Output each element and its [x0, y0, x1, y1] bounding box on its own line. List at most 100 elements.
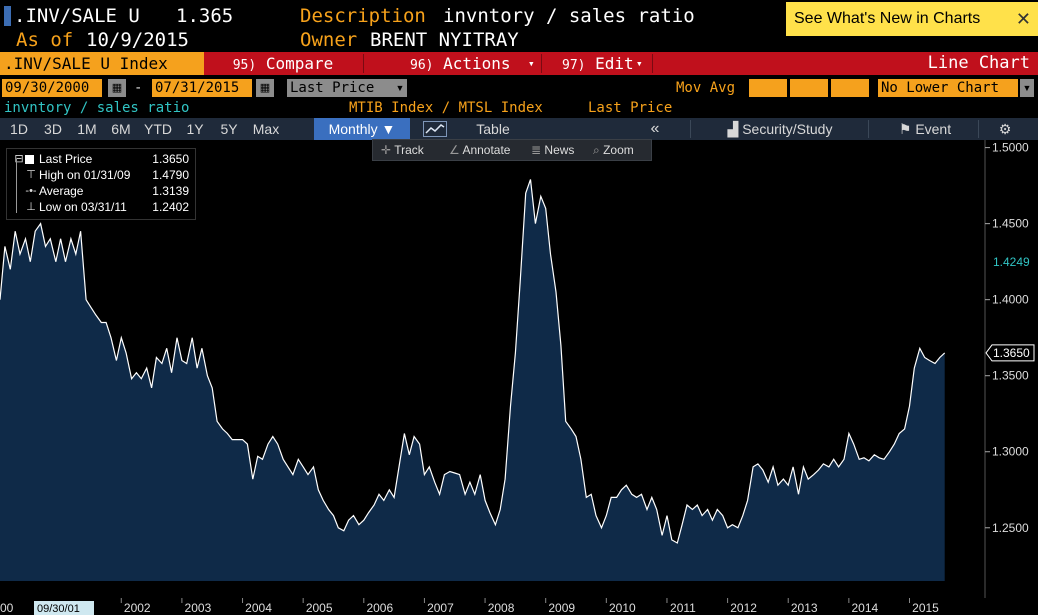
mov-avg-field-2[interactable]: [790, 79, 828, 97]
owner-label: Owner: [300, 29, 358, 51]
y-tick-label: 1.4000: [992, 293, 1029, 307]
x-edge-label: 00: [0, 601, 14, 615]
legend-label: High on 01/31/09: [39, 168, 131, 182]
ticker: .INV/SALE U: [14, 5, 140, 27]
calendar-icon[interactable]: ▦: [108, 79, 126, 97]
legend-row-last-price: ⊟ Last Price 1.3650: [7, 151, 195, 167]
x-start-box: [34, 601, 94, 615]
zoom-tool[interactable]: ⌕ Zoom: [593, 140, 634, 160]
lower-chart-field[interactable]: No Lower Chart: [878, 79, 1018, 97]
series-field: Last Price: [588, 100, 673, 116]
end-date-field[interactable]: 07/31/2015: [152, 79, 252, 97]
divider: [541, 54, 542, 73]
period-button-1y[interactable]: 1Y: [186, 121, 204, 137]
zoom-label: Zoom: [603, 143, 634, 157]
legend-value: 1.3139: [152, 184, 189, 198]
field-selector[interactable]: Last Price: [287, 79, 393, 97]
gear-icon[interactable]: ⚙: [998, 121, 1012, 137]
flag-icon: ⚑: [898, 121, 912, 137]
compare-button[interactable]: 95) Compare: [208, 52, 358, 75]
collapse-icon[interactable]: «: [650, 120, 660, 137]
y-axis-panel: [985, 140, 1038, 615]
x-tick-label: 2002: [124, 601, 151, 615]
security-study-button[interactable]: ▟ Security/Study: [700, 118, 860, 140]
news-icon: ≣: [531, 143, 542, 157]
period-button-1d[interactable]: 1D: [10, 121, 28, 137]
chevron-down-icon: ▾: [528, 57, 535, 70]
x-tick-label: 2012: [730, 601, 757, 615]
legend-value: 1.2402: [152, 200, 189, 214]
news-tool[interactable]: ≣ News: [531, 140, 574, 160]
edit-button[interactable]: 97) Edit ▾: [550, 52, 650, 75]
period-button-1m[interactable]: 1M: [77, 121, 97, 137]
line-chart-icon[interactable]: [414, 118, 456, 140]
annotate-label: Annotate: [462, 143, 511, 157]
dropdown-arrow-icon[interactable]: ▼: [393, 79, 407, 97]
x-tick-label: 2004: [245, 601, 272, 615]
calendar-icon[interactable]: ▦: [256, 79, 274, 97]
x-tick-label: 2010: [609, 601, 636, 615]
whats-new-banner[interactable]: See What's New in Charts ✕: [786, 2, 1038, 36]
as-of-date: 10/9/2015: [86, 29, 189, 51]
mov-avg-field-3[interactable]: [831, 79, 869, 97]
compare-number: 95): [232, 58, 257, 73]
x-tick-label: 2006: [366, 601, 393, 615]
legend-tree-line: [16, 159, 17, 213]
y-tick-label: 1.3500: [992, 369, 1029, 383]
x-tick-label: 2011: [670, 601, 696, 615]
divider: [978, 120, 979, 138]
date-range-separator: -: [134, 80, 143, 96]
legend-value: 1.3650: [152, 152, 189, 166]
period-button-6m[interactable]: 6M: [111, 121, 131, 137]
period-button-3d[interactable]: 3D: [44, 121, 62, 137]
period-button-max[interactable]: Max: [252, 121, 280, 137]
last-value: 1.365: [176, 5, 234, 27]
whats-new-text[interactable]: See What's New in Charts: [794, 10, 981, 27]
period-button-ytd[interactable]: YTD: [144, 121, 172, 137]
news-label: News: [544, 143, 575, 157]
actions-label: Actions: [443, 54, 511, 73]
event-label: Event: [915, 121, 952, 137]
marker-box: [985, 344, 1035, 362]
pencil-icon: ∠: [449, 143, 460, 157]
marker-label: 1.4249: [993, 255, 1030, 269]
close-icon[interactable]: ✕: [1015, 9, 1031, 29]
mov-avg-field-1[interactable]: [749, 79, 787, 97]
frequency-selector[interactable]: Monthly ▼: [314, 118, 410, 140]
x-tick-label: 2003: [185, 601, 212, 615]
divider: [363, 54, 364, 73]
legend-row-average: -•- Average 1.3139: [7, 183, 195, 199]
period-button-5y[interactable]: 5Y: [220, 121, 238, 137]
dropdown-arrow-icon[interactable]: ▼: [1020, 79, 1034, 97]
chevron-down-icon: ▾: [636, 57, 643, 70]
crosshair-icon: ✛: [381, 143, 392, 157]
start-date-field[interactable]: 09/30/2000: [2, 79, 102, 97]
track-tool[interactable]: ✛ Track: [381, 140, 424, 160]
description-value: invntory / sales ratio: [443, 5, 695, 27]
y-tick-label: 1.5000: [992, 141, 1029, 155]
mov-avg-label: Mov Avg: [676, 80, 736, 96]
chart-type-button[interactable]: Line Chart: [927, 53, 1030, 73]
y-tick-label: 1.2500: [992, 521, 1029, 535]
series-line: [0, 179, 946, 544]
compare-label: Compare: [265, 54, 334, 73]
annotate-tool[interactable]: ∠ Annotate: [449, 140, 510, 160]
legend-label: Low on 03/31/11: [39, 200, 127, 214]
legend-row-high: ⊤ High on 01/31/09 1.4790: [7, 167, 195, 183]
ticker-color-marker: [4, 6, 11, 26]
marker-label: 1.3650: [993, 346, 1030, 360]
table-button[interactable]: Table: [476, 121, 510, 137]
actions-button[interactable]: 96) Actions ▾: [372, 52, 540, 75]
divider: [690, 120, 691, 138]
series-area: [0, 179, 945, 581]
x-tick-label: 2009: [548, 601, 575, 615]
high-marker-icon: ⊤: [26, 169, 36, 181]
x-tick-label: 2008: [488, 601, 515, 615]
marker-box: [986, 253, 1034, 270]
security-field[interactable]: .INV/SALE U Index: [0, 52, 204, 75]
x-axis-band: [0, 598, 985, 615]
x-tick-label: 2014: [852, 601, 879, 615]
x-tick-label: 2015: [912, 601, 939, 615]
event-button[interactable]: ⚑ Event: [880, 118, 970, 140]
edit-number: 97): [562, 58, 586, 73]
